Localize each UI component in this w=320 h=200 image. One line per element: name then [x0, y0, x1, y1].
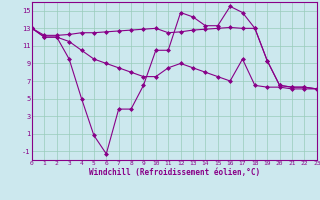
X-axis label: Windchill (Refroidissement éolien,°C): Windchill (Refroidissement éolien,°C)	[89, 168, 260, 177]
